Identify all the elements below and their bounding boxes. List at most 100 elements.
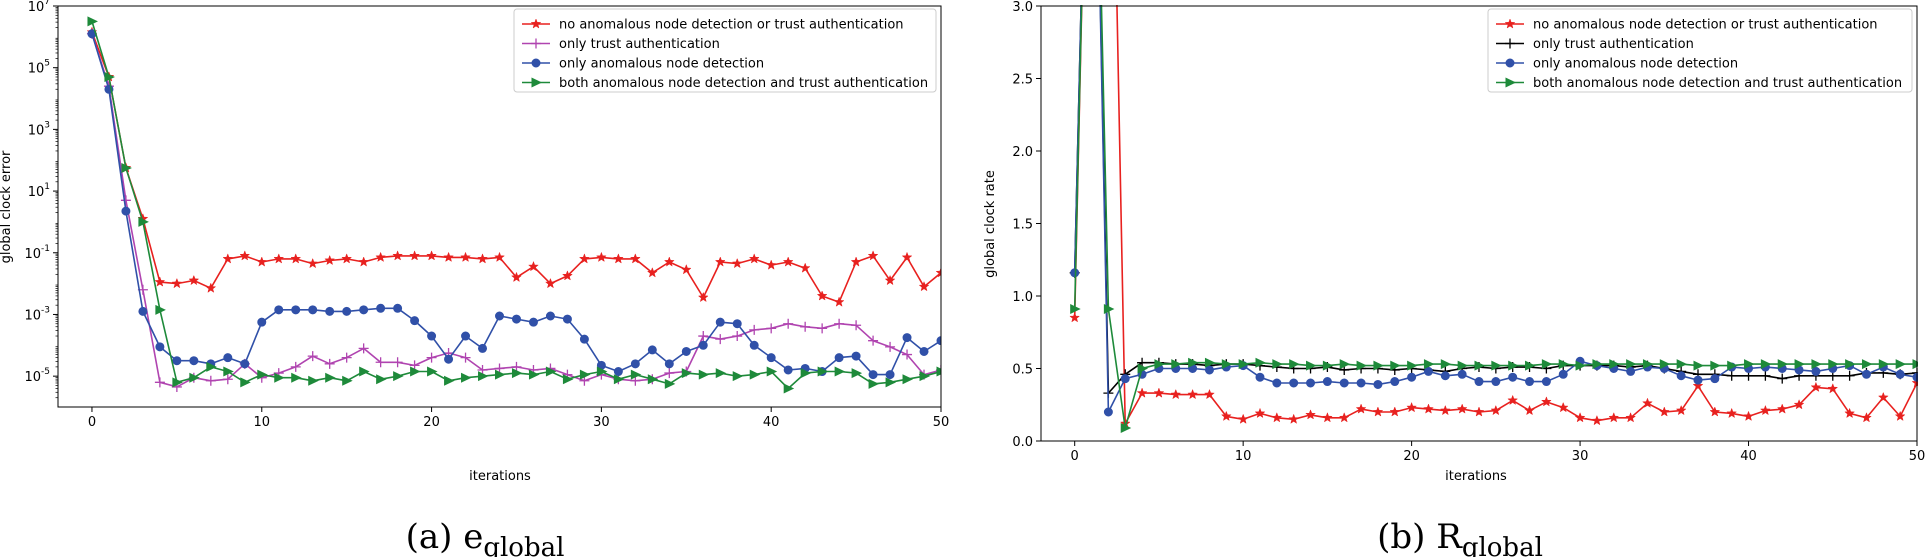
chart-b-legend-entry-1: only trust authentication: [1496, 37, 1694, 52]
chart-a-series-0-point: [528, 260, 539, 272]
chart-a-series-1-point: [205, 375, 216, 386]
chart-b-series-2-point: [1558, 369, 1568, 379]
chart-a-series-0-point: [901, 251, 913, 262]
chart-a-series-2-point: [562, 314, 572, 324]
chart-b-series-0-point: [1490, 404, 1502, 416]
chart-b-series-0-point: [1321, 412, 1333, 423]
chart-a-series-0-point: [494, 251, 505, 262]
chart-a-series-2-point: [613, 367, 623, 377]
chart-b-series-3-point: [1912, 359, 1918, 370]
chart-a-series-0-point: [477, 253, 488, 264]
chart-b-series-2-point: [1289, 378, 1299, 388]
chart-a-series-2-point: [189, 356, 199, 366]
chart-b-series-2-point: [1255, 372, 1265, 382]
chart-a-legend-marker-3: [531, 77, 542, 88]
chart-a-series-2-point: [545, 311, 555, 321]
chart-a-series-3-point: [528, 369, 540, 380]
chart-a-series-2-point: [919, 346, 929, 356]
chart-b-series-0-point: [1894, 410, 1906, 421]
chart-b-series-3-point: [1070, 304, 1081, 315]
chart-b-legend-label-0: no anomalous node detection or trust aut…: [1533, 18, 1878, 33]
chart-b-series-2-point: [1440, 371, 1450, 381]
chart-a-series-1-point: [715, 334, 726, 345]
chart-a-series-3-point: [410, 366, 421, 377]
chart-a-ytick-exponent: -5: [41, 367, 50, 377]
chart-b-ytick-label: 0.0: [1012, 435, 1033, 450]
chart-b: 0 10 20 30 40 50 0.0 0.5 1.0 1.5 2.0 2.5 3.0 iterati…: [983, 0, 1925, 557]
chart-b-xtick-label: 50: [1909, 449, 1925, 464]
chart-b-series-0-point: [1439, 404, 1451, 416]
chart-b-series-0-point: [1507, 394, 1519, 405]
chart-b-series-2-point: [1322, 377, 1332, 387]
chart-a-series-3-point: [613, 374, 625, 385]
chart-b-series-0-point: [1793, 399, 1805, 410]
chart-a-series-0-point: [918, 280, 930, 292]
chart-b-series-3-point: [1525, 360, 1536, 371]
chart-b-series-2-point: [1525, 377, 1535, 387]
chart-b-series-0-point: [1406, 401, 1418, 413]
chart-b-series-2-point: [1491, 377, 1501, 387]
chart-a-series-1-point: [222, 374, 233, 385]
chart-a-series-2-point: [902, 333, 912, 343]
chart-a-series-0-point: [256, 256, 268, 267]
chart-b-series-1-point: [1777, 373, 1788, 384]
chart-b-series-3-point: [1137, 363, 1149, 374]
chart-a-series-0-point: [154, 276, 166, 287]
chart-a-series-2-point: [783, 365, 793, 375]
chart-a-legend-label-0: no anomalous node detection or trust aut…: [559, 18, 904, 33]
chart-a-legend-marker-2: [531, 58, 541, 68]
chart-a-series-2-point: [868, 370, 878, 380]
chart-b-series-2-point: [1103, 407, 1113, 417]
chart-a-ytick-base: 10: [28, 123, 45, 138]
chart-b-series-2-point: [1474, 377, 1484, 387]
chart-b-series-3-point: [1727, 360, 1738, 371]
chart-a-series-3-point: [919, 371, 931, 382]
chart-a-series-3-point: [155, 304, 166, 315]
chart-b-series-0-point: [1372, 406, 1384, 417]
chart-a-series-0-point: [697, 291, 709, 303]
chart-b-series-3-point: [1861, 359, 1873, 370]
chart-b-series-3-point: [1171, 359, 1182, 370]
chart-b-legend: no anomalous node detection or trust aut…: [1487, 8, 1913, 93]
chart-a-series-3-point: [511, 368, 523, 379]
chart-a-series-0-point: [290, 253, 302, 264]
chart-a-ytick-label: 101: [28, 182, 50, 200]
chart-a-ytick-label: 10-1: [24, 244, 50, 262]
chart-a-series-2-point: [681, 346, 691, 356]
chart-a-series-1-point: [426, 352, 437, 363]
chart-a-series-2-point: [393, 303, 403, 313]
chart-b-series-2-point: [1457, 369, 1467, 379]
chart-a-series-0-point: [731, 257, 743, 269]
chart-b-series-0-point: [1220, 410, 1232, 421]
chart-a-series-1-point: [460, 352, 471, 363]
chart-a-ytick-label: 103: [28, 120, 50, 138]
chart-a-series-3-point: [630, 369, 642, 380]
chart-a-series-1-point: [341, 352, 352, 363]
chart-a-series-3-point: [783, 383, 795, 394]
chart-b-series-3-point: [1423, 359, 1435, 370]
chart-b-series-2-point: [1508, 372, 1518, 382]
chart-a-series-2-point: [359, 305, 369, 315]
chart-a-series-1-point: [120, 195, 131, 206]
chart-b-series-0-point: [1473, 406, 1485, 417]
chart-b-series-3-point: [1322, 360, 1334, 371]
chart-b-series-3-point: [1255, 357, 1266, 368]
chart-a-legend-entry-3: both anomalous node detection and trust …: [522, 76, 928, 91]
chart-b-series-2-point: [1861, 369, 1871, 379]
chart-b-series-2-point: [1272, 378, 1282, 388]
chart-a-series-1-point: [834, 318, 845, 329]
chart-b-series-2-point: [1676, 371, 1686, 381]
chart-a-series-3-point: [698, 369, 710, 380]
chart-b-series-3-point: [1895, 359, 1907, 370]
chart-a-series-3-point: [715, 368, 727, 379]
chart-a-caption-sub: global: [483, 533, 564, 557]
chart-b-ticks: 0 10 20 30 40 50 0.0 0.5 1.0 1.5 2.0 2.5 3.0: [1012, 0, 1925, 464]
chart-a-series-2-point: [528, 317, 538, 327]
chart-b-series-0-point: [1557, 401, 1569, 413]
chart-a-series-0-point: [663, 256, 675, 267]
chart-b-series-0-point: [1658, 406, 1670, 417]
chart-b-series-0-point: [1675, 404, 1687, 416]
chart-a-series-0-point: [833, 296, 845, 307]
chart-a-legend-label-1: only trust authentication: [559, 37, 720, 52]
